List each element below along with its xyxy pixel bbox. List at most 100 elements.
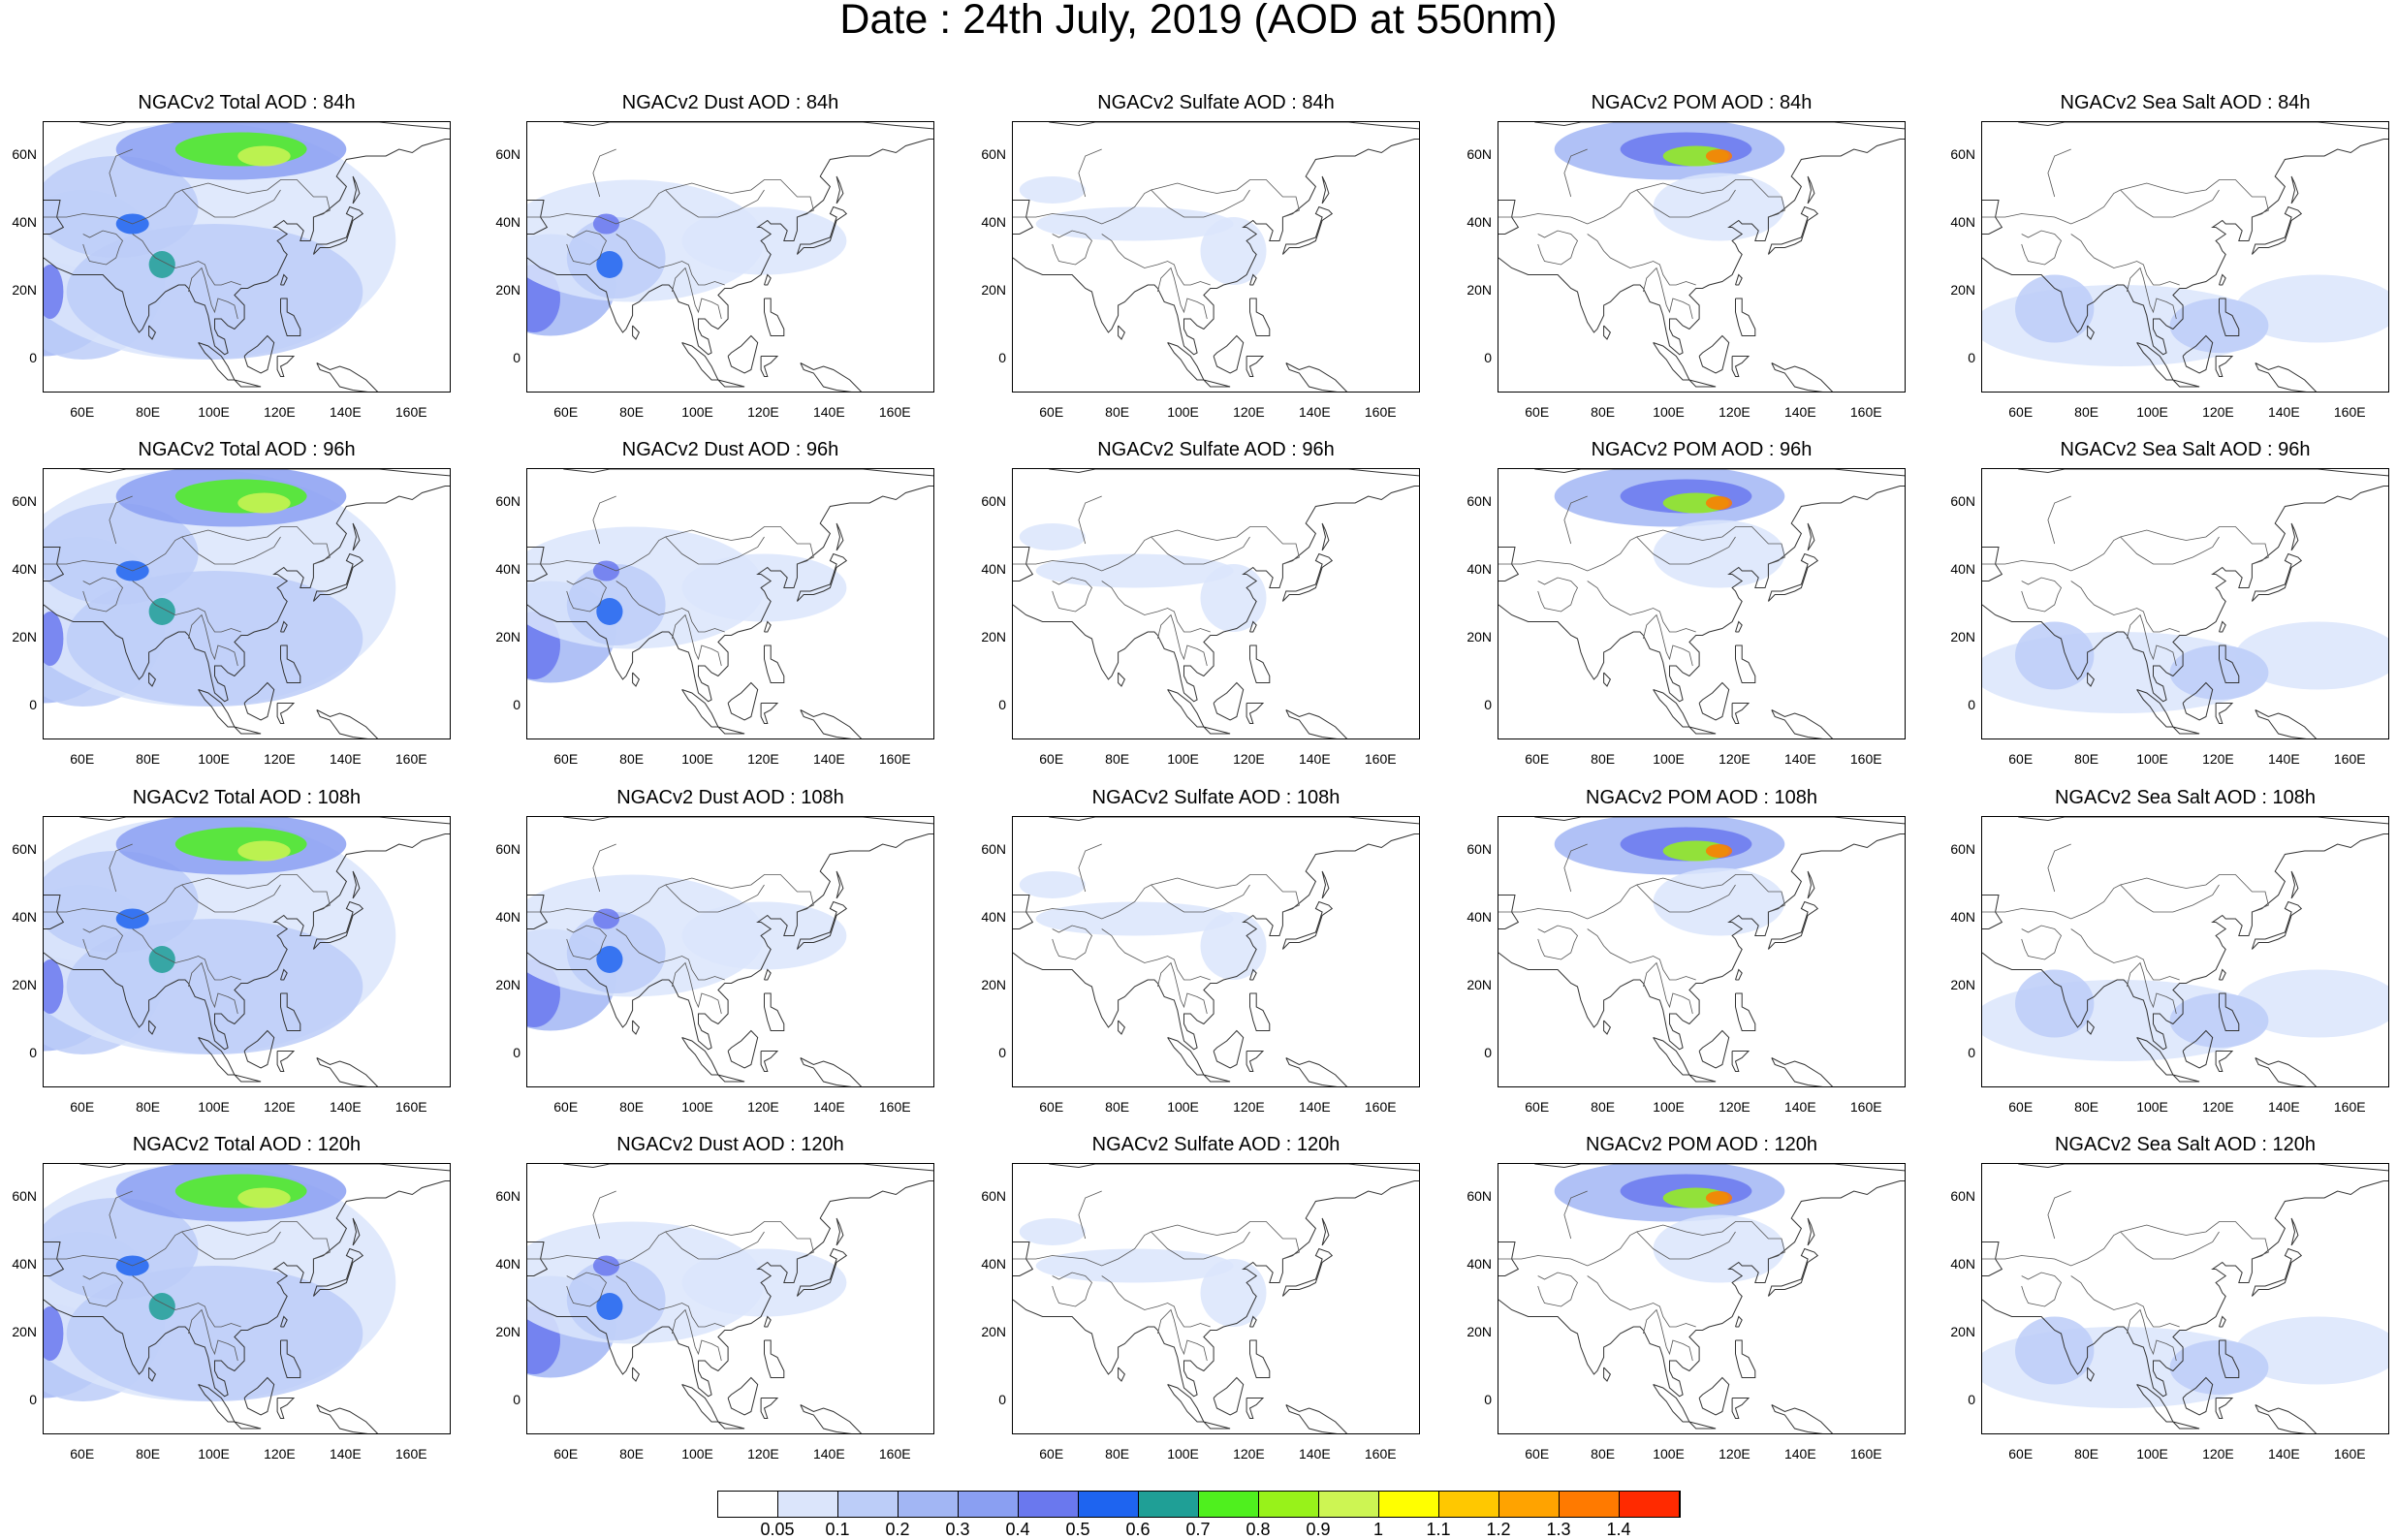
coastline (1246, 356, 1265, 377)
longitude-label: 100E (681, 751, 713, 767)
country-boundary (592, 495, 616, 545)
coastline (1013, 895, 1034, 929)
aod-field (1653, 1214, 1785, 1283)
longitude-label: 160E (1364, 1099, 1397, 1115)
coastline (764, 1339, 785, 1378)
panel-title: NGACv2 Dust AOD : 108h (616, 787, 844, 808)
coastline (148, 1020, 157, 1035)
coastline (2290, 522, 2299, 551)
latitude-label: 40N (495, 214, 520, 230)
country-boundary (1078, 843, 1102, 893)
longitude-label: 80E (136, 404, 161, 420)
latitude-label: 0 (29, 1392, 37, 1407)
aod-field (2015, 1316, 2095, 1385)
country-boundary (1643, 267, 1693, 320)
coastline (2255, 1057, 2318, 1086)
panel-title: NGACv2 Total AOD : 84h (138, 92, 356, 113)
longitude-label: 140E (2267, 751, 2300, 767)
aod-map-panel (526, 816, 934, 1087)
coastline (1281, 205, 1334, 255)
latitude-label: 0 (513, 1392, 520, 1407)
aod-map-panel (1981, 816, 2389, 1087)
colorbar-swatch (1560, 1492, 1620, 1517)
coastline (1203, 726, 1231, 735)
coastline (276, 703, 296, 724)
country-boundary (1157, 613, 1208, 667)
coastline (1246, 1398, 1265, 1419)
coastline (1653, 1384, 1690, 1423)
country-boundary (1982, 1221, 2269, 1267)
latitude-label: 40N (1467, 1256, 1492, 1272)
latitude-label: 20N (1467, 629, 1492, 644)
latitude-label: 20N (12, 977, 37, 992)
longitude-label: 80E (136, 1099, 161, 1115)
coastline (2018, 1164, 2388, 1172)
latitude-label: 60N (981, 493, 1006, 509)
colorbar-tick-label: 1 (1372, 1520, 1383, 1539)
coastline (2215, 1051, 2234, 1072)
country-boundary (1636, 536, 1736, 565)
longitude-label: 60E (70, 1446, 95, 1461)
aod-field (681, 206, 847, 275)
colorbar-swatch (718, 1492, 778, 1517)
latitude-label: 40N (495, 909, 520, 925)
longitude-label: 60E (553, 1446, 579, 1461)
latitude-label: 60N (1467, 146, 1492, 162)
coastline (2182, 1376, 2214, 1416)
aod-field (2169, 299, 2269, 353)
panel-title: NGACv2 Total AOD : 120h (132, 1134, 362, 1155)
country-boundary (665, 189, 765, 218)
aod-map-panel (1498, 468, 1906, 739)
aod-field (66, 919, 363, 1054)
coastline (280, 298, 301, 336)
coastline (1688, 379, 1717, 388)
colorbar-tick-label: 0.8 (1246, 1520, 1271, 1539)
aod-map-panel (1498, 121, 1906, 393)
longitude-label: 140E (329, 751, 362, 767)
latitude-label: 0 (1968, 1045, 1975, 1060)
aod-field (681, 1248, 847, 1317)
longitude-label: 120E (1719, 751, 1750, 767)
aod-field (174, 479, 307, 514)
country-boundary (1982, 526, 2269, 572)
coastline (276, 356, 296, 377)
coastline (1735, 992, 1756, 1031)
latitude-label: 20N (1950, 629, 1975, 644)
latitude-label: 20N (495, 1324, 520, 1339)
coastline (2087, 1020, 2096, 1035)
coastline (1735, 273, 1743, 286)
country-boundary (665, 536, 765, 565)
coastline (1731, 1051, 1750, 1072)
latitude-label: 40N (12, 909, 37, 925)
longitude-label: 100E (1167, 1099, 1199, 1115)
longitude-label: 120E (264, 751, 296, 767)
longitude-label: 60E (553, 404, 579, 420)
aod-field (592, 908, 620, 929)
country-boundary (1013, 526, 1300, 572)
latitude-label: 40N (981, 1256, 1006, 1272)
panel-title: NGACv2 POM AOD : 84h (1591, 92, 1813, 113)
longitude-label: 80E (1105, 1446, 1130, 1461)
coastline (1049, 122, 1419, 130)
aod-map-panel (1498, 1163, 1906, 1434)
country-boundary (672, 1308, 722, 1362)
coastline (2251, 552, 2303, 602)
longitude-label: 80E (1591, 404, 1616, 420)
panel-title: NGACv2 Sea Salt AOD : 120h (2054, 1134, 2317, 1155)
aod-field (237, 145, 291, 167)
coastline (1735, 298, 1756, 336)
longitude-label: 60E (2008, 751, 2034, 767)
coastline (2255, 709, 2318, 739)
aod-map-panel (526, 468, 934, 739)
country-boundary (1537, 577, 1578, 613)
longitude-label: 140E (329, 1099, 362, 1115)
coastline (312, 205, 364, 255)
longitude-label: 80E (2074, 1446, 2099, 1461)
latitude-label: 60N (495, 146, 520, 162)
coastline (1771, 709, 1834, 739)
country-boundary (2120, 884, 2220, 913)
aod-field (2015, 969, 2095, 1038)
country-boundary (1151, 1231, 1250, 1260)
aod-field (174, 1174, 307, 1209)
country-boundary (1498, 874, 1785, 920)
